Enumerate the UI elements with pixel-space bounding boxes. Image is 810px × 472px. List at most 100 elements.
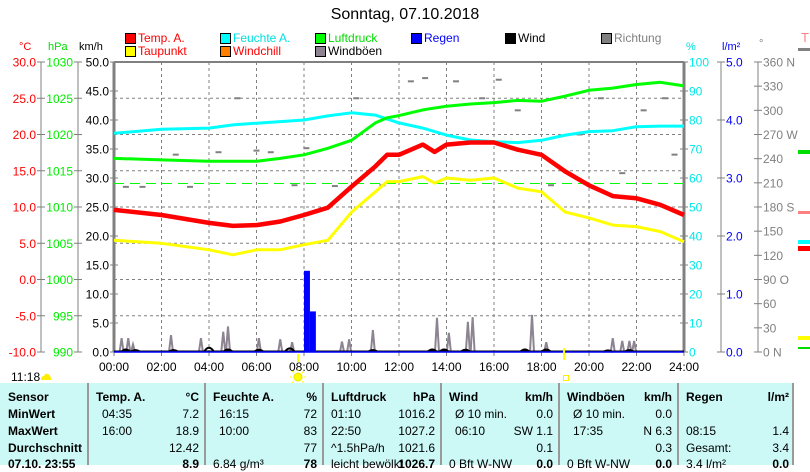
cell-value: 12.42 [168, 441, 199, 455]
speed-tick-label: 30.0 [86, 172, 110, 186]
humidity-tick-label: 30 [689, 259, 703, 273]
current-value-marker [798, 246, 810, 251]
current-value-marker [798, 240, 810, 244]
cell-value: 83 [303, 424, 317, 438]
cell-value: SW 1.1 [513, 424, 553, 438]
speed-tick-label: 5.0 [92, 317, 109, 331]
column-header: Regen [686, 390, 723, 404]
temp-tick-label: 30.0 [13, 56, 37, 70]
speed-tick-label: 20.0 [86, 230, 110, 244]
cell-value [686, 406, 789, 422]
direction-tick-label: 210 [763, 176, 783, 190]
rain-bar [309, 311, 316, 352]
temp-tick-label: 0.0 [19, 273, 36, 287]
pressure-tick-label: 990 [53, 346, 73, 360]
current-value-marker [798, 211, 810, 214]
direction-sample [548, 184, 554, 187]
direction-tick-label: 120 [763, 249, 783, 263]
rain-tick-label: 5.0 [726, 56, 743, 70]
humidity-axis-unit: % [686, 41, 696, 53]
current-value-marker [798, 347, 810, 349]
speed-tick-label: 10.0 [86, 288, 110, 302]
gust-spike [464, 321, 471, 353]
direction-sample [671, 153, 678, 156]
sunset-icon [563, 375, 569, 381]
direction-sample [122, 185, 129, 188]
cell-value: 0.0 [536, 407, 553, 421]
cell-value: 0.0 [536, 457, 553, 471]
cell-value: 0.0 [655, 457, 672, 471]
rain-tick-label: 4.0 [726, 114, 743, 128]
cell-value: 1.4 [772, 424, 789, 438]
gust-spike [197, 337, 204, 353]
speed-tick-label: 45.0 [86, 85, 110, 99]
temp-tick-label: -10.0 [9, 346, 37, 360]
pressure-tick-label: 1025 [46, 92, 73, 106]
legend-swatch [220, 33, 231, 44]
direction-tick-label: 30 [763, 321, 777, 335]
legend-swatch [220, 46, 231, 57]
cell-value: 72 [303, 407, 317, 421]
column-header: Windböen [567, 390, 625, 404]
pressure-tick-label: 1000 [46, 273, 73, 287]
x-tick-label: 14:00 [431, 360, 461, 374]
cell-value: 0.0 [655, 407, 672, 421]
column-divider [87, 383, 89, 465]
humidity-tick-label: 70 [689, 143, 703, 157]
x-tick-label: 20:00 [574, 360, 604, 374]
x-tick-label: 12:00 [384, 360, 414, 374]
row-label: Durchschnitt [8, 441, 83, 455]
column-header: Temp. A. [96, 390, 146, 404]
direction-sample [514, 109, 521, 112]
direction-tick-label: 90 O [763, 273, 789, 287]
column-unit: km/h [643, 390, 672, 404]
cell-value: N 6.3 [643, 424, 672, 438]
direction-tick-label: 300 [763, 104, 783, 118]
direction-tick-label: 180 S [763, 201, 794, 215]
humidity-tick-label: 90 [689, 85, 703, 99]
legend-swatch [411, 33, 422, 44]
table-border [792, 383, 794, 465]
humidity-tick-label: 10 [689, 317, 703, 331]
pressure-tick-label: 1020 [46, 128, 73, 142]
direction-sample [422, 77, 429, 80]
legend-label: Richtung [614, 31, 662, 45]
rain-bar [304, 270, 310, 352]
cell-note: 16:15 [219, 407, 250, 421]
cell-note: 17:35 [573, 424, 604, 438]
series-line-luftdruck [113, 80, 685, 163]
cell-note: Ø 10 min. [455, 407, 508, 421]
direction-sample [353, 97, 360, 100]
direction-tick-label: 360 N [763, 56, 795, 70]
column-divider [204, 383, 206, 465]
gust-spike [619, 340, 626, 353]
legend-label: Feuchte A. [233, 31, 291, 45]
gust-spike [346, 339, 353, 353]
legend-label: Luftdruck [328, 31, 378, 45]
direction-sample [291, 184, 298, 187]
series-line-taupunkt [113, 175, 685, 257]
direction-tick-label: 240 [763, 152, 783, 166]
direction-sample [453, 80, 459, 83]
pressure-tick-label: 1010 [46, 201, 73, 215]
legend-label: Windböen [328, 44, 383, 58]
temp-tick-label: 25.0 [13, 92, 37, 106]
x-tick-label: 00:00 [99, 360, 129, 374]
speed-tick-label: 0.0 [92, 346, 109, 360]
speed-tick-label: 25.0 [86, 201, 110, 215]
temp-tick-label: 20.0 [13, 128, 37, 142]
x-tick-label: 04:00 [194, 360, 224, 374]
gust-spike [369, 329, 376, 353]
direction-sample [331, 185, 338, 188]
column-unit: °C [185, 390, 199, 404]
direction-tick-label: 270 W [763, 128, 798, 142]
x-tick-label: 02:00 [146, 360, 176, 374]
gust-spike [529, 314, 535, 353]
direction-sample [303, 147, 310, 150]
cell-value: 18.9 [175, 424, 199, 438]
legend-swatch [315, 46, 326, 57]
gust-spike [125, 337, 132, 353]
direction-sample [479, 97, 486, 100]
legend-swatch [125, 33, 136, 44]
cell-note: 22:50 [331, 424, 362, 438]
